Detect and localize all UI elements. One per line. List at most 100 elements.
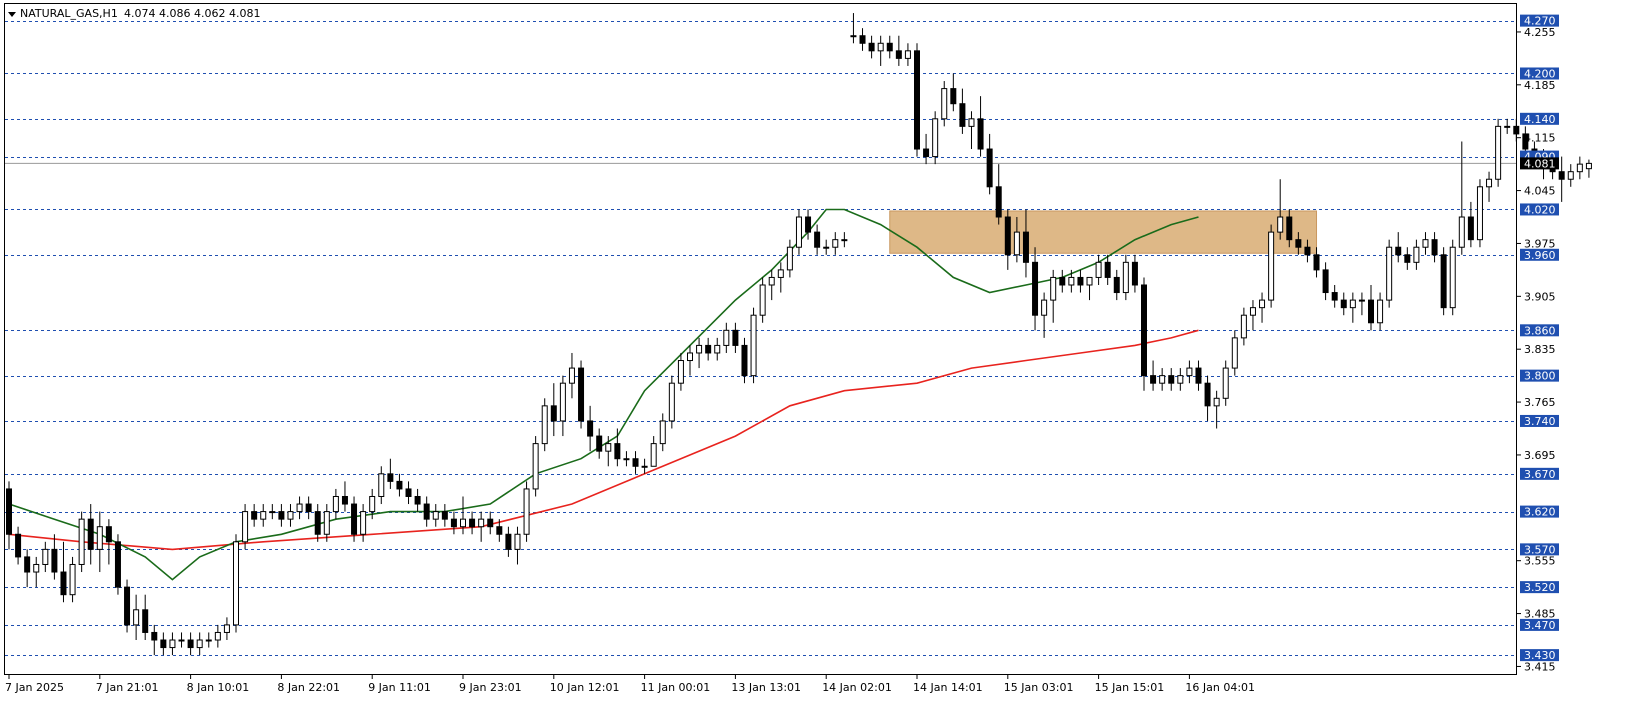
dropdown-triangle-icon[interactable] <box>8 12 16 17</box>
candle-163[interactable] <box>1486 171 1493 202</box>
candle-75[interactable] <box>687 345 693 376</box>
candle-141[interactable] <box>1286 209 1293 248</box>
candle-111[interactable] <box>1013 217 1020 263</box>
candle-63[interactable] <box>578 360 585 429</box>
candle-68[interactable] <box>623 451 630 467</box>
candle-161[interactable] <box>1467 201 1474 248</box>
candle-42[interactable] <box>387 458 394 489</box>
candle-43[interactable] <box>396 473 403 497</box>
candle-11[interactable] <box>105 519 112 565</box>
candle-95[interactable] <box>868 35 875 59</box>
candle-46[interactable] <box>423 496 430 527</box>
candle-106[interactable] <box>968 111 975 150</box>
candle-30[interactable] <box>278 504 285 527</box>
candle-58[interactable] <box>532 436 539 497</box>
candle-29[interactable] <box>269 504 276 520</box>
candle-96[interactable] <box>877 35 884 66</box>
candle-26[interactable] <box>242 504 249 550</box>
candle-101[interactable] <box>923 133 930 165</box>
candle-65[interactable] <box>596 428 603 459</box>
candle-4[interactable] <box>42 541 49 573</box>
candle-114[interactable] <box>1041 292 1048 338</box>
candle-158[interactable] <box>1440 247 1447 316</box>
candle-19[interactable] <box>178 632 185 648</box>
candle-77[interactable] <box>705 337 712 361</box>
candle-85[interactable] <box>777 262 784 293</box>
candle-2[interactable] <box>24 549 31 588</box>
candle-20[interactable] <box>187 632 194 656</box>
candle-174[interactable] <box>1585 159 1592 178</box>
candle-92[interactable] <box>841 232 848 248</box>
candle-81[interactable] <box>741 337 748 384</box>
candle-132[interactable] <box>1204 375 1211 421</box>
candle-108[interactable] <box>986 133 993 195</box>
supply-demand-zone[interactable] <box>889 210 1318 254</box>
candle-23[interactable] <box>214 624 221 648</box>
candle-134[interactable] <box>1222 360 1229 406</box>
candle-119[interactable] <box>1086 276 1093 301</box>
candle-162[interactable] <box>1476 179 1483 248</box>
candle-98[interactable] <box>895 35 902 66</box>
candle-102[interactable] <box>932 111 939 165</box>
candle-172[interactable] <box>1567 164 1574 187</box>
candle-104[interactable] <box>950 73 957 112</box>
candle-120[interactable] <box>1095 254 1102 285</box>
candle-140[interactable] <box>1277 179 1284 240</box>
candle-5[interactable] <box>51 534 58 580</box>
candle-97[interactable] <box>886 35 893 59</box>
candle-15[interactable] <box>142 594 149 641</box>
candle-94[interactable] <box>859 28 866 51</box>
candle-99[interactable] <box>904 43 911 66</box>
candle-25[interactable] <box>233 534 239 633</box>
candle-73[interactable] <box>668 375 675 429</box>
candle-74[interactable] <box>677 352 684 391</box>
candle-157[interactable] <box>1431 232 1438 263</box>
candle-18[interactable] <box>169 632 176 656</box>
candle-3[interactable] <box>33 556 40 588</box>
candle-148[interactable] <box>1349 292 1356 323</box>
candle-142[interactable] <box>1295 232 1302 255</box>
candle-50[interactable] <box>460 496 466 535</box>
candle-126[interactable] <box>1150 360 1157 391</box>
candle-121[interactable] <box>1104 254 1111 285</box>
candle-105[interactable] <box>959 88 966 134</box>
candle-133[interactable] <box>1213 390 1220 429</box>
candle-57[interactable] <box>523 481 530 542</box>
candle-27[interactable] <box>251 504 258 527</box>
candle-80[interactable] <box>732 322 739 353</box>
candle-34[interactable] <box>314 504 321 542</box>
candle-156[interactable] <box>1422 232 1429 255</box>
candle-83[interactable] <box>759 277 766 323</box>
candle-151[interactable] <box>1377 292 1384 331</box>
candle-41[interactable] <box>378 466 385 505</box>
candle-53[interactable] <box>487 511 494 535</box>
candle-17[interactable] <box>160 632 167 656</box>
candle-129[interactable] <box>1177 368 1184 391</box>
candle-52[interactable] <box>478 511 485 542</box>
candle-87[interactable] <box>795 209 802 255</box>
candle-146[interactable] <box>1331 284 1338 308</box>
candle-13[interactable] <box>124 579 131 633</box>
candle-113[interactable] <box>1032 247 1039 331</box>
candle-56[interactable] <box>514 526 521 565</box>
candle-45[interactable] <box>414 488 421 512</box>
candle-70[interactable] <box>641 458 648 474</box>
candle-147[interactable] <box>1340 292 1347 316</box>
candle-54[interactable] <box>496 519 503 542</box>
candle-165[interactable] <box>1504 118 1511 134</box>
candle-139[interactable] <box>1268 224 1275 308</box>
candle-118[interactable] <box>1077 269 1084 293</box>
candle-153[interactable] <box>1395 232 1402 263</box>
candle-40[interactable] <box>369 488 376 520</box>
candle-66[interactable] <box>605 436 612 467</box>
candle-109[interactable] <box>995 164 1002 225</box>
candle-123[interactable] <box>1122 254 1129 301</box>
candle-136[interactable] <box>1240 307 1247 346</box>
candle-8[interactable] <box>78 511 85 573</box>
candle-100[interactable] <box>914 43 920 157</box>
candle-130[interactable] <box>1186 360 1193 384</box>
candle-78[interactable] <box>714 337 721 361</box>
candle-72[interactable] <box>659 413 666 452</box>
candle-91[interactable] <box>832 232 839 255</box>
candle-48[interactable] <box>441 504 448 527</box>
